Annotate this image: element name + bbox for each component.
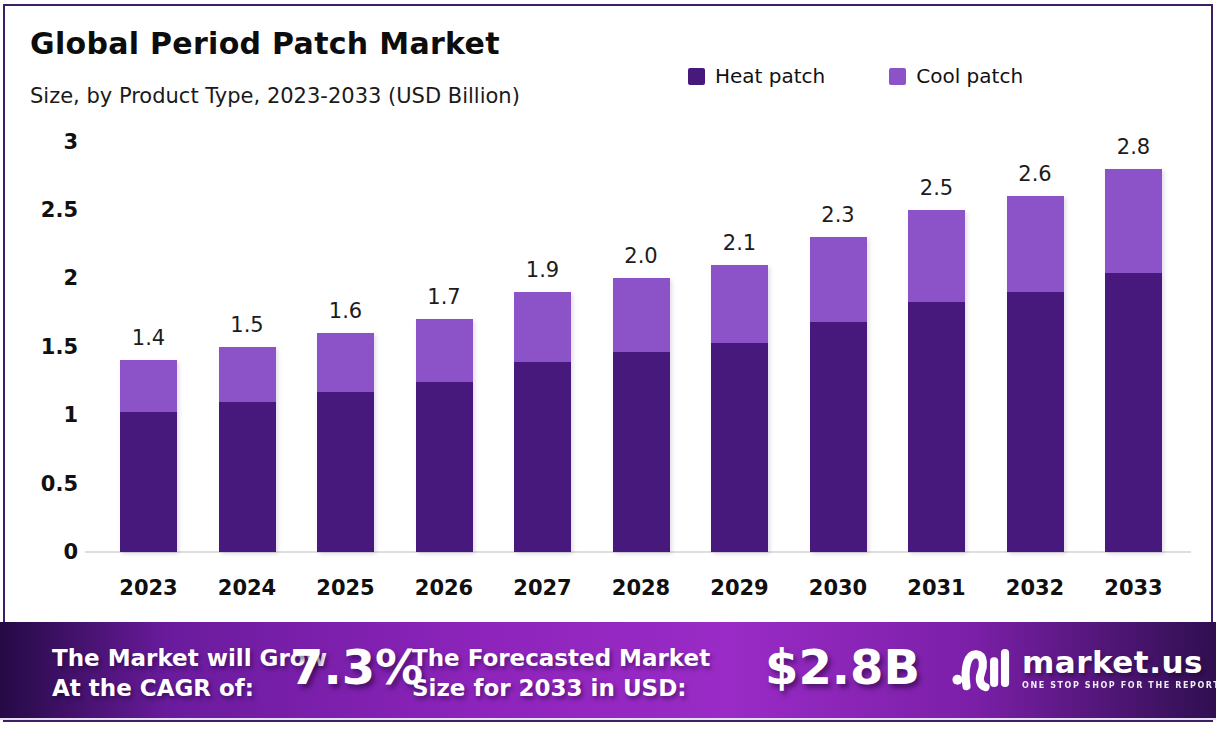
market-us-logo-icon [952, 642, 1010, 694]
bar-total-label: 2.8 [1083, 135, 1184, 159]
bar-segment-cool-patch [120, 360, 177, 412]
page-subtitle: Size, by Product Type, 2023-2033 (USD Bi… [30, 84, 520, 108]
bar-column-2030 [810, 237, 867, 552]
bar-column-2033 [1105, 169, 1162, 552]
x-axis-label: 2030 [788, 576, 889, 600]
y-axis-label: 0.5 [22, 473, 78, 495]
y-axis-label: 2 [22, 267, 78, 289]
x-axis-label: 2033 [1083, 576, 1184, 600]
x-axis-label: 2028 [591, 576, 692, 600]
bar-total-label: 2.0 [591, 244, 692, 268]
bar-column-2029 [711, 265, 768, 552]
forecast-value: $2.8B [765, 639, 920, 695]
bar-column-2026 [416, 319, 473, 552]
y-axis-label: 0 [22, 541, 78, 563]
legend-item-cool-patch: Cool patch [889, 64, 1023, 88]
bar-segment-cool-patch [219, 347, 276, 402]
bar-segment-heat-patch [613, 352, 670, 552]
bar-segment-heat-patch [120, 412, 177, 552]
bar-segment-cool-patch [908, 210, 965, 302]
bar-total-label: 1.5 [197, 313, 298, 337]
x-axis-label: 2025 [295, 576, 396, 600]
bar-segment-cool-patch [1007, 196, 1064, 292]
bar-total-label: 1.4 [98, 326, 199, 350]
market-us-logo: market.us ONE STOP SHOP FOR THE REPORTS [952, 642, 1216, 694]
x-axis-label: 2029 [689, 576, 790, 600]
bar-segment-heat-patch [416, 382, 473, 552]
legend-label-heat-patch: Heat patch [715, 64, 825, 88]
bar-column-2024 [219, 347, 276, 552]
cool-patch-swatch [889, 68, 906, 85]
y-axis-label: 1.5 [22, 336, 78, 358]
bar-column-2032 [1007, 196, 1064, 552]
bar-column-2028 [613, 278, 670, 552]
logo-tagline: ONE STOP SHOP FOR THE REPORTS [1022, 681, 1216, 690]
bar-segment-heat-patch [1007, 292, 1064, 552]
bar-total-label: 1.9 [492, 258, 593, 282]
bar-total-label: 2.5 [886, 176, 987, 200]
x-axis-label: 2023 [98, 576, 199, 600]
bar-segment-cool-patch [711, 265, 768, 343]
bar-column-2023 [120, 360, 177, 552]
bar-total-label: 2.1 [689, 231, 790, 255]
bar-segment-cool-patch [416, 319, 473, 382]
legend-label-cool-patch: Cool patch [916, 64, 1023, 88]
forecast-label: The Forecasted Market Size for 2033 in U… [412, 643, 710, 704]
bar-total-label: 2.6 [985, 162, 1086, 186]
cagr-value: 7.3% [290, 639, 423, 695]
bar-segment-heat-patch [219, 402, 276, 552]
y-axis-label: 3 [22, 131, 78, 153]
bar-column-2027 [514, 292, 571, 552]
heat-patch-swatch [688, 68, 705, 85]
bar-total-label: 2.3 [788, 203, 889, 227]
cagr-label-line2: At the CAGR of: [52, 675, 254, 701]
y-axis-label: 2.5 [22, 199, 78, 221]
x-axis-label: 2031 [886, 576, 987, 600]
bar-segment-heat-patch [711, 343, 768, 552]
x-axis-label: 2032 [985, 576, 1086, 600]
bar-segment-heat-patch [317, 392, 374, 552]
x-axis-label: 2027 [492, 576, 593, 600]
bar-column-2031 [908, 210, 965, 552]
bar-segment-cool-patch [1105, 169, 1162, 273]
logo-text-block: market.us ONE STOP SHOP FOR THE REPORTS [1022, 647, 1216, 690]
forecast-label-line1: The Forecasted Market [412, 645, 710, 671]
page-title: Global Period Patch Market [30, 26, 500, 61]
bar-total-label: 1.6 [295, 299, 396, 323]
bar-segment-cool-patch [613, 278, 670, 352]
bar-column-2025 [317, 333, 374, 552]
y-axis-label: 1 [22, 404, 78, 426]
bottom-banner: The Market will Grow At the CAGR of: 7.3… [0, 622, 1216, 720]
legend-item-heat-patch: Heat patch [688, 64, 825, 88]
bar-segment-cool-patch [317, 333, 374, 392]
bar-segment-heat-patch [810, 322, 867, 552]
bar-segment-cool-patch [810, 237, 867, 322]
bar-segment-cool-patch [514, 292, 571, 362]
bar-segment-heat-patch [514, 362, 571, 552]
bar-segment-heat-patch [908, 302, 965, 552]
cagr-label: The Market will Grow At the CAGR of: [52, 643, 327, 704]
x-axis-label: 2024 [197, 576, 298, 600]
cagr-label-line1: The Market will Grow [52, 645, 327, 671]
bar-segment-heat-patch [1105, 273, 1162, 552]
x-axis-label: 2026 [394, 576, 495, 600]
bar-total-label: 1.7 [394, 285, 495, 309]
forecast-label-line2: Size for 2033 in USD: [412, 675, 686, 701]
logo-wordmark: market.us [1022, 647, 1216, 678]
legend: Heat patch Cool patch [688, 64, 1023, 88]
